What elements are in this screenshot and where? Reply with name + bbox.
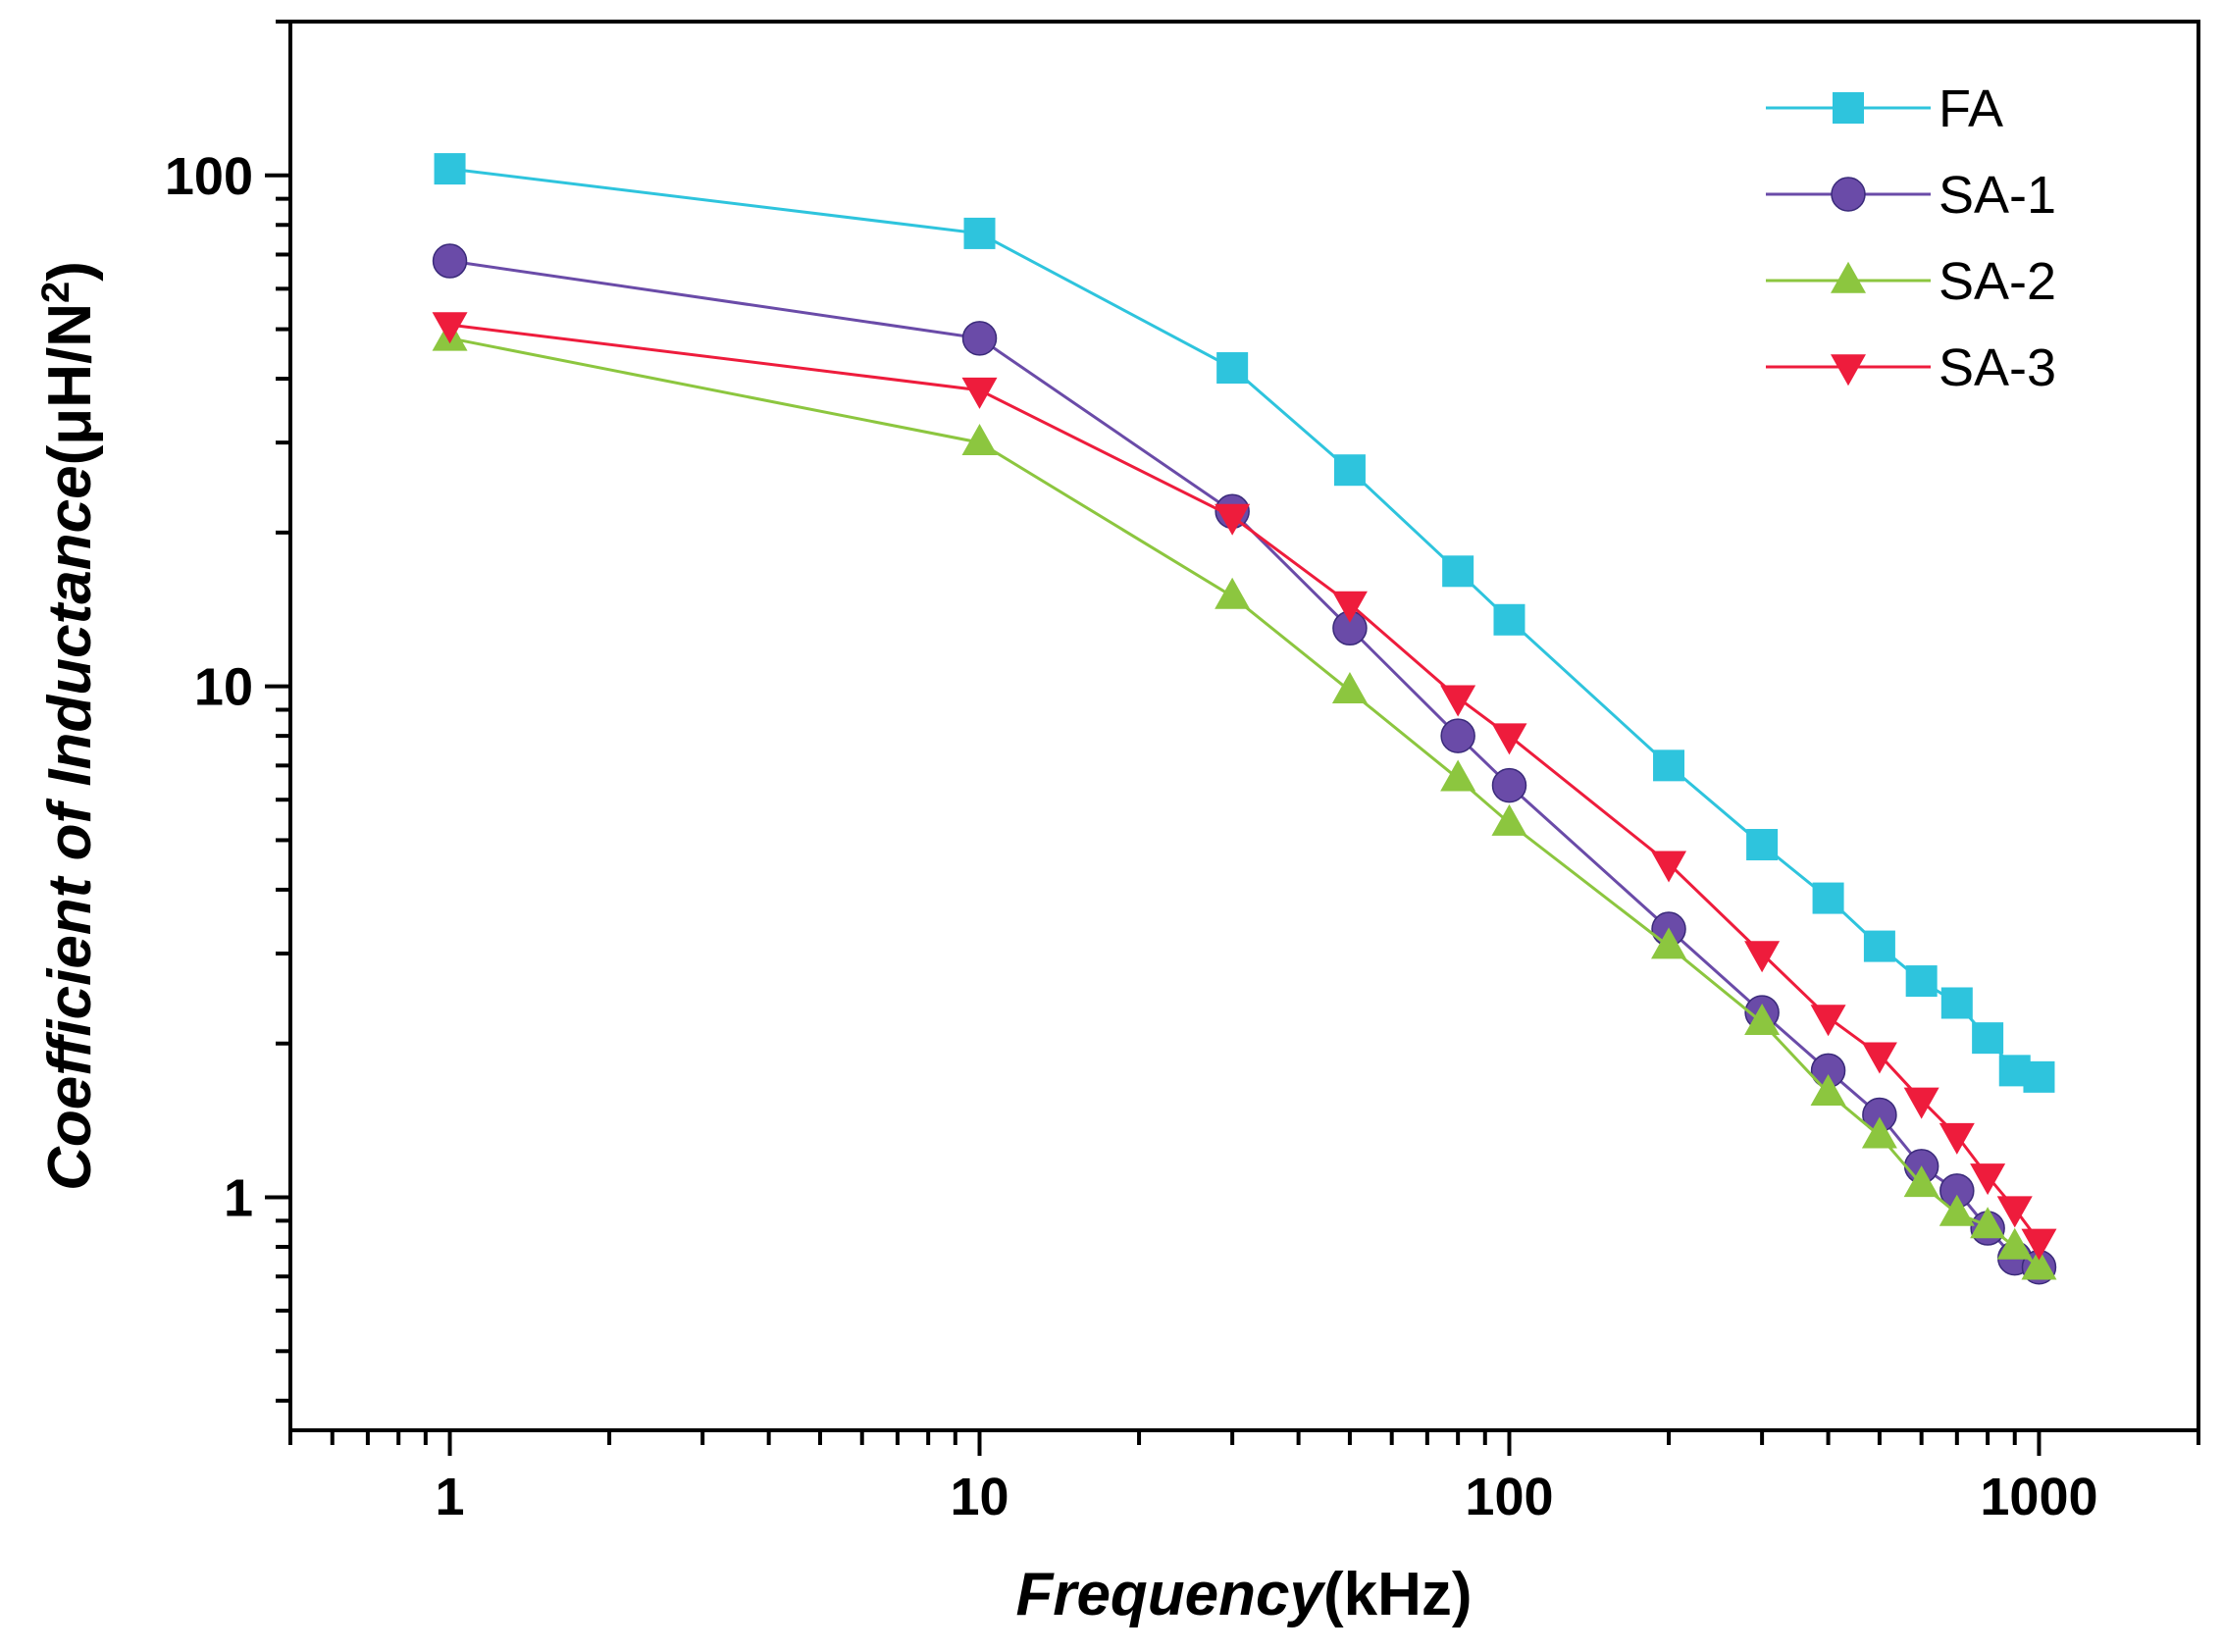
data-point-fa [1746,829,1779,861]
data-point-sa-2 [1810,1074,1846,1107]
data-point-fa [434,153,466,185]
data-point-sa-2 [1744,1003,1781,1035]
series-line-sa-3 [449,323,2041,1243]
data-point-sa-3 [1651,851,1687,883]
data-point-sa-2 [2021,1248,2057,1280]
data-point-sa-2 [1939,1194,1975,1226]
data-point-sa-1 [432,243,468,279]
legend-label: SA-1 [1939,166,2056,225]
y-tick-label: 1 [224,1169,253,1228]
series-sa-3 [432,312,2057,1261]
data-point-fa [1812,882,1844,914]
data-point-sa-1 [1440,718,1475,753]
data-point-sa-3 [1903,1087,1939,1119]
data-point-sa-1 [961,321,998,356]
series-line-sa-1 [449,259,2041,1269]
data-point-sa-2 [1970,1207,2006,1239]
data-point-fa [1493,603,1525,636]
data-point-sa-3 [2021,1228,2057,1261]
legend-marker [1831,261,1866,293]
y-tick-label: 10 [194,658,253,717]
series-fa [434,153,2055,1093]
data-point-sa-3 [1440,685,1476,717]
data-point-fa [1863,930,1895,962]
legend-item-sa-1: SA-1 [1766,166,2056,225]
data-point-fa [963,217,996,249]
data-point-fa [2023,1060,2055,1093]
data-point-sa-3 [1491,723,1527,755]
data-point-sa-3 [1939,1122,1975,1155]
data-point-sa-2 [1903,1165,1939,1198]
axis-ticks: 1 10 100 1000 1 10 100 [165,20,2200,1526]
series-sa-2 [432,319,2057,1280]
data-point-sa-2 [1491,803,1527,836]
x-tick-label: 100 [1465,1468,1553,1526]
data-point-sa-3 [1810,1005,1846,1037]
x-tick-label: 1 [436,1468,465,1526]
data-point-sa-3 [1744,941,1781,973]
legend-label: FA [1939,79,2003,138]
x-tick-label: 10 [950,1468,1008,1526]
data-point-fa [1972,1022,2004,1055]
plot-frame [288,20,2200,1432]
data-point-sa-2 [1215,577,1251,609]
data-point-sa-1 [1491,767,1527,803]
legend-marker [1833,92,1864,124]
data-point-sa-2 [1331,672,1368,704]
legend-marker [1831,354,1866,387]
data-point-fa [1216,352,1249,385]
series-layer [432,153,2057,1285]
data-point-sa-2 [1440,759,1476,792]
series-sa-1 [432,243,2057,1285]
data-point-sa-3 [1331,591,1368,623]
legend-item-fa: FA [1766,79,2003,138]
data-point-sa-2 [1996,1227,2033,1260]
legend: FA SA-1 SA-2 SA-3 [1766,79,2056,397]
data-point-sa-3 [1215,503,1251,536]
series-line-fa [449,167,2040,1079]
data-point-sa-2 [961,423,998,455]
data-point-sa-3 [432,312,468,344]
legend-label: SA-2 [1939,252,2056,311]
data-point-fa [1905,965,1938,998]
data-point-sa-3 [1970,1163,2006,1196]
legend-item-sa-2: SA-2 [1766,252,2056,311]
legend-marker [1831,177,1866,212]
data-point-sa-2 [1861,1116,1897,1149]
x-axis-label: Frequency(kHz) [1015,1561,1472,1628]
data-point-fa [1940,987,1973,1019]
x-tick-label: 1000 [1980,1468,2097,1526]
y-axis-label: Coefficient of Inductance(μH/N2) [34,261,104,1191]
data-point-sa-2 [1651,927,1687,959]
series-line-sa-2 [449,336,2041,1268]
data-point-fa [1442,555,1474,588]
data-point-fa [1333,454,1366,487]
data-point-sa-3 [1996,1196,2033,1228]
y-tick-label: 100 [165,147,253,206]
legend-item-sa-3: SA-3 [1766,338,2056,397]
legend-label: SA-3 [1939,338,2056,397]
data-point-sa-3 [1861,1042,1897,1074]
data-point-fa [1653,749,1685,782]
data-point-sa-3 [961,377,998,409]
